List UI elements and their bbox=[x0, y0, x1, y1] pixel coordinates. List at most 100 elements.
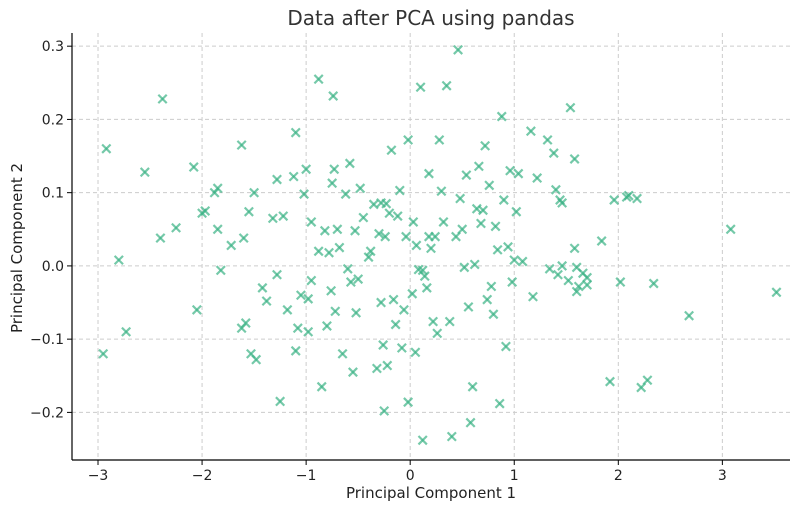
data-point bbox=[365, 246, 376, 257]
x-tick-label: 1 bbox=[510, 468, 519, 484]
data-point bbox=[384, 208, 395, 219]
data-point bbox=[306, 216, 317, 227]
data-point bbox=[353, 274, 364, 285]
data-point bbox=[382, 360, 393, 371]
data-point bbox=[415, 82, 426, 93]
data-point bbox=[212, 183, 223, 194]
data-points bbox=[98, 44, 782, 446]
data-point bbox=[272, 269, 282, 280]
data-point bbox=[215, 265, 226, 276]
data-point bbox=[532, 173, 543, 183]
data-point bbox=[299, 189, 310, 200]
data-point bbox=[517, 256, 528, 267]
data-point bbox=[392, 211, 403, 222]
data-point bbox=[334, 242, 345, 253]
data-point bbox=[275, 396, 286, 407]
data-point bbox=[373, 228, 384, 239]
data-point bbox=[303, 293, 314, 304]
y-axis-label: Principal Component 2 bbox=[8, 163, 26, 333]
x-tick-label: −2 bbox=[192, 468, 213, 484]
data-point bbox=[441, 80, 452, 91]
data-point bbox=[171, 222, 182, 233]
data-point bbox=[347, 367, 358, 378]
data-point bbox=[565, 102, 576, 113]
data-point bbox=[200, 205, 211, 216]
y-tick-label: 0.3 bbox=[42, 39, 64, 55]
data-point bbox=[358, 212, 369, 223]
data-point bbox=[101, 143, 112, 154]
data-point bbox=[324, 247, 335, 258]
data-point bbox=[321, 320, 332, 331]
data-point bbox=[461, 170, 472, 181]
data-point bbox=[396, 342, 407, 353]
y-tick-label: 0.0 bbox=[42, 259, 64, 275]
data-point bbox=[632, 193, 643, 204]
data-point bbox=[407, 288, 418, 299]
data-point bbox=[290, 345, 301, 356]
data-point bbox=[381, 198, 392, 209]
data-point bbox=[623, 190, 634, 201]
data-point bbox=[388, 294, 399, 305]
data-point bbox=[417, 265, 428, 276]
data-point bbox=[421, 282, 432, 293]
data-point bbox=[609, 195, 620, 205]
data-point bbox=[438, 216, 449, 227]
data-point bbox=[582, 279, 593, 290]
data-point bbox=[344, 158, 355, 169]
data-point bbox=[368, 199, 379, 210]
data-point bbox=[240, 318, 251, 329]
x-tick-label: −3 bbox=[88, 468, 109, 484]
data-point bbox=[596, 236, 607, 246]
data-point bbox=[511, 206, 522, 217]
data-point bbox=[410, 347, 421, 358]
data-point bbox=[459, 262, 470, 273]
data-point bbox=[548, 148, 559, 159]
data-point bbox=[480, 140, 491, 151]
data-point bbox=[417, 435, 428, 446]
y-tick-label: 0.1 bbox=[42, 186, 64, 202]
data-point bbox=[282, 304, 293, 315]
data-point bbox=[569, 153, 580, 164]
data-point bbox=[226, 240, 237, 251]
x-tick-label: −1 bbox=[296, 468, 317, 484]
data-point bbox=[261, 296, 272, 307]
data-point bbox=[544, 263, 555, 274]
data-point bbox=[408, 216, 419, 227]
data-point bbox=[351, 307, 362, 318]
data-point bbox=[394, 185, 405, 196]
y-tick-label: −0.1 bbox=[30, 332, 64, 348]
data-point bbox=[615, 277, 626, 288]
data-point bbox=[423, 168, 434, 179]
data-point bbox=[492, 244, 503, 255]
data-point bbox=[249, 187, 260, 198]
data-point bbox=[582, 272, 593, 283]
data-point bbox=[306, 275, 317, 286]
data-point bbox=[498, 195, 509, 205]
data-point bbox=[507, 277, 518, 288]
data-point bbox=[482, 294, 493, 305]
data-point bbox=[303, 326, 314, 337]
data-point bbox=[573, 281, 584, 292]
data-point bbox=[496, 111, 507, 122]
data-point bbox=[332, 224, 343, 235]
data-point bbox=[292, 323, 303, 334]
data-point bbox=[155, 233, 166, 244]
data-point bbox=[436, 186, 447, 197]
data-point bbox=[478, 205, 489, 216]
data-point bbox=[550, 184, 561, 195]
data-point bbox=[345, 277, 356, 288]
data-point bbox=[398, 304, 409, 315]
y-tick-label: 0.2 bbox=[42, 112, 64, 128]
data-point bbox=[494, 398, 505, 409]
data-point bbox=[403, 134, 414, 145]
data-point bbox=[444, 316, 455, 327]
data-point bbox=[571, 286, 582, 297]
data-point bbox=[379, 405, 390, 416]
data-point bbox=[288, 171, 299, 182]
data-point bbox=[380, 231, 391, 242]
data-point bbox=[569, 243, 580, 254]
data-point bbox=[278, 211, 289, 222]
y-tick-label: −0.2 bbox=[30, 405, 64, 421]
grid bbox=[72, 33, 790, 460]
data-point bbox=[342, 263, 353, 274]
